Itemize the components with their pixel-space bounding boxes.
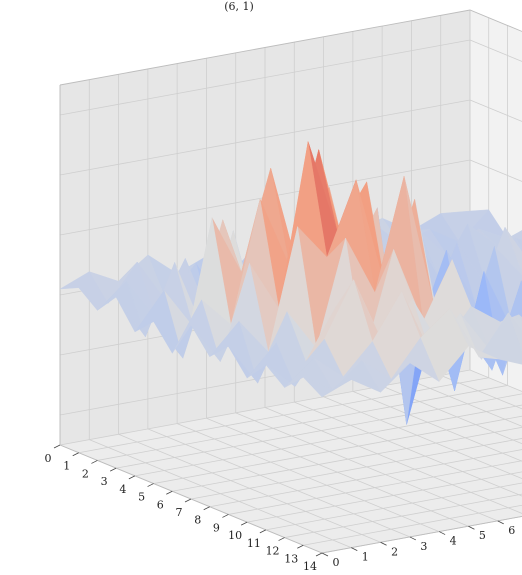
x-tick-label: 5 [138,491,145,504]
x-tick-mark [297,544,304,549]
x-tick-mark [53,444,61,449]
y-tick-mark [438,531,446,535]
x-tick-mark [278,537,285,541]
x-tick-label: 6 [157,498,164,511]
y-tick-mark [409,536,417,541]
y-tick-label: 4 [450,535,457,548]
x-tick-label: 3 [101,475,108,488]
x-tick-label: 9 [213,521,220,534]
x-tick-label: 12 [266,545,280,558]
x-tick-mark [147,483,154,487]
x-tick-label: 4 [119,483,126,496]
x-tick-label: 8 [194,514,201,527]
back-grid-z [469,39,522,62]
floor-grid-y [118,433,381,543]
x-tick-mark [72,452,79,457]
y-tick-label: 1 [362,551,369,564]
y-tick-mark [321,552,329,557]
y-tick-mark [380,541,387,546]
x-tick-label: 7 [176,506,183,519]
x-tick-mark [222,514,229,518]
floor-grid-y [411,380,522,427]
floor-grid-y [381,385,522,445]
y-tick-mark [497,520,504,525]
back-grid-z [469,99,522,122]
y-tick-label: 5 [479,529,486,542]
floor-grid-y [147,428,411,538]
floor-grid-y [440,374,522,410]
axis-ticks: 0123456789101112131401234567891011121314… [45,444,515,573]
y-tick-label: 2 [391,545,398,558]
x-tick-mark [91,460,98,464]
floor-grid-y [235,412,498,522]
x-tick-label: 10 [228,529,242,542]
floor-grid-y [352,391,522,462]
floor-grid-y [89,439,352,549]
y-tick-label: 3 [420,540,427,553]
x-tick-mark [109,467,117,472]
x-tick-mark [166,490,173,495]
surface-mesh [59,141,522,425]
floor-grid-y [206,417,469,527]
x-tick-mark [259,529,267,534]
floor-grid-y [469,369,522,392]
x-tick-label: 1 [63,460,70,473]
x-tick-label: 0 [45,452,52,465]
back-grid-z [469,159,522,182]
right-floor-edge [321,515,522,554]
x-tick-label: 2 [82,467,89,480]
x-tick-label: 11 [247,537,261,550]
y-tick-label: 0 [333,556,340,569]
left-grid-z [59,99,471,176]
y-tick-mark [351,547,358,552]
x-tick-label: 14 [303,560,317,573]
floor-grid-y [176,423,440,532]
y-tick-label: 6 [508,524,515,537]
surface-patch [303,377,352,398]
chart-title: (6, 1) [224,0,254,13]
x-tick-mark [203,506,210,511]
left-grid-z [59,39,471,116]
x-tick-mark [184,498,192,503]
floor-grid-y [294,401,522,497]
floor-grid-y [264,407,522,514]
x-tick-label: 13 [284,552,298,565]
y-tick-mark [468,525,475,530]
x-tick-mark [240,521,248,526]
top-edges [59,9,522,86]
floor-grid-y [323,396,522,480]
x-tick-mark [128,475,136,480]
x-tick-mark [315,552,323,557]
